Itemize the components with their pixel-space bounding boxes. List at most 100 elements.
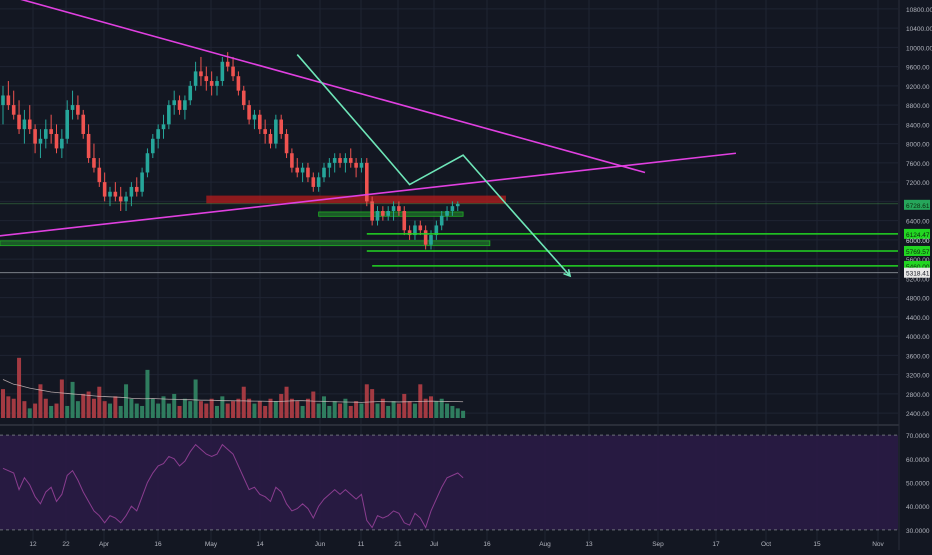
price-axis-tick-label: 6400.00: [906, 219, 930, 226]
candle-body: [418, 225, 423, 231]
volume-bar: [124, 384, 129, 418]
price-axis-tick-label: 5600.00: [906, 257, 930, 264]
price-axis-tick-label: 4800.00: [906, 296, 930, 303]
time-axis-tick-label: Apr: [99, 541, 110, 548]
volume-bar: [386, 405, 391, 418]
volume-bar: [455, 408, 460, 418]
candle-body: [49, 129, 53, 134]
volume-bar: [241, 386, 246, 418]
price-axis-tick-label: 3600.00: [906, 353, 930, 360]
time-axis-tick-label: 11: [358, 541, 365, 548]
price-axis-level-label: 6124.47: [906, 232, 930, 239]
candle-body: [365, 162, 369, 202]
resistance-zone[interactable]: [206, 195, 506, 204]
volume-bar: [166, 403, 171, 418]
volume-bar: [434, 401, 439, 418]
time-axis-tick-label: Jul: [430, 541, 439, 548]
price-axis-tick-label: 9200.00: [906, 84, 930, 91]
time-axis-tick-label: Oct: [761, 541, 771, 548]
rsi-band: [0, 435, 898, 530]
candle-body: [354, 162, 358, 168]
time-axis-tick-label: 16: [154, 541, 162, 548]
ascending-trendline[interactable]: [0, 152, 737, 238]
volume-bar: [118, 405, 123, 418]
volume-bar: [140, 405, 145, 418]
descending-trendline[interactable]: [3, 0, 646, 174]
volume-bar: [327, 405, 332, 418]
candle-body: [450, 206, 455, 211]
volume-bar: [220, 396, 225, 418]
candle-body: [343, 158, 348, 163]
volume-bar: [450, 405, 455, 418]
volume-bar: [338, 403, 343, 418]
candle-body: [140, 172, 144, 192]
price-axis-tick-label: 5200.00: [906, 276, 930, 283]
volume-bar: [177, 405, 182, 418]
volume-bar: [6, 396, 11, 418]
time-axis-tick-label: May: [205, 541, 218, 548]
candle-body: [402, 211, 407, 231]
volume-bar: [300, 405, 305, 418]
time-axis-tick-label: 21: [394, 541, 402, 548]
volume-bar: [289, 398, 294, 418]
candle-body: [44, 129, 48, 139]
candle-body: [332, 158, 337, 163]
price-axis-tick-label: 9600.00: [906, 65, 930, 72]
candle-body: [397, 206, 401, 211]
volume-bar: [161, 396, 166, 418]
candle-body: [284, 133, 289, 154]
price-axis-tick-label: 6000.00: [906, 238, 930, 245]
volume-bar: [322, 396, 326, 418]
projection-path[interactable]: [296, 54, 571, 277]
candle-body: [386, 211, 390, 216]
candle-body: [263, 129, 267, 134]
volume-bar: [86, 391, 91, 418]
volume-bar: [279, 393, 284, 418]
volume-bar: [370, 389, 375, 418]
price-axis-tick-label: 4000.00: [906, 334, 930, 341]
volume-bar: [27, 408, 32, 418]
volume-bar: [268, 398, 273, 418]
volume-bar: [108, 403, 112, 418]
volume-bar: [129, 398, 134, 418]
volume-bar: [38, 384, 43, 418]
price-axis-label-box: [904, 199, 930, 210]
volume-bar: [70, 381, 75, 418]
candle-body: [92, 158, 96, 168]
support-zone[interactable]: [318, 211, 464, 217]
candle-body: [199, 71, 203, 77]
candle-body: [359, 162, 364, 168]
candle-body: [161, 124, 166, 130]
price-axis-label-box: [904, 267, 930, 278]
candle-body: [215, 81, 219, 86]
candle-body: [423, 230, 428, 245]
volume-bar: [423, 398, 428, 418]
rsi-line: [2, 443, 464, 529]
candle-body: [60, 138, 64, 149]
volume-bar: [247, 398, 252, 418]
candle-body: [204, 76, 209, 82]
volume-bar: [402, 393, 407, 418]
volume-bar: [396, 403, 401, 418]
candle-body: [97, 167, 102, 183]
candle-body: [17, 114, 21, 130]
candle-body: [11, 105, 16, 115]
price-axis-level-label: 5460.00: [906, 264, 930, 271]
support-zone[interactable]: [0, 240, 491, 247]
price-axis-tick-label: 8800.00: [906, 103, 930, 110]
price-axis-tick-label: 10800.00: [906, 7, 932, 14]
candle-body: [81, 114, 86, 134]
price-axis-level-label: 5318.41: [906, 271, 930, 278]
candle-body: [327, 162, 332, 168]
volume-bar: [215, 405, 219, 418]
candle-body: [6, 95, 11, 106]
candle-body: [236, 76, 241, 91]
time-axis-tick-label: Sep: [652, 541, 664, 548]
price-axis-tick-label: 8400.00: [906, 122, 930, 129]
time-axis-tick-label: 16: [483, 541, 491, 548]
candle-body: [381, 211, 385, 216]
rsi-axis-tick-label: 30.0000: [906, 528, 930, 535]
candle-body: [445, 211, 449, 216]
